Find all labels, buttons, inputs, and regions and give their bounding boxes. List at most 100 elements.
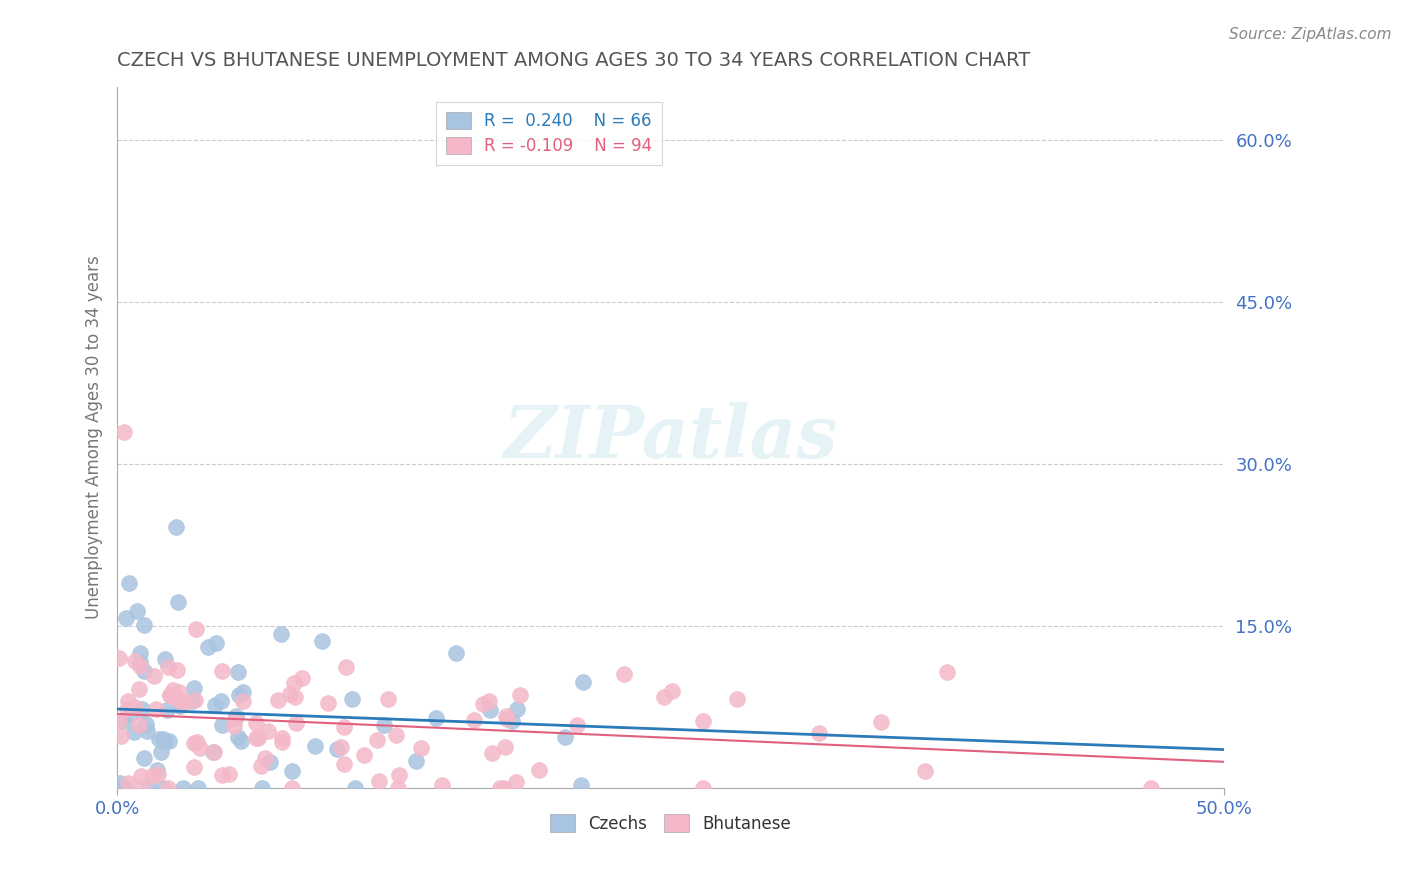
Point [304, 739, 326, 753]
Point [808, 726, 831, 740]
Point [567, 718, 589, 732]
Point [159, 734, 181, 748]
Point [225, 709, 247, 723]
Point [156, 660, 179, 674]
Point [146, 766, 169, 780]
Point [257, 723, 280, 738]
Point [373, 718, 395, 732]
Point [124, 700, 146, 714]
Point [128, 646, 150, 660]
Point [205, 636, 228, 650]
Point [330, 740, 353, 755]
Point [506, 702, 529, 716]
Point [202, 746, 225, 760]
Point [226, 730, 249, 744]
Point [174, 695, 197, 709]
Point [405, 754, 427, 768]
Point [613, 667, 636, 681]
Point [124, 654, 146, 668]
Point [284, 690, 307, 704]
Point [183, 736, 205, 750]
Point [936, 665, 959, 679]
Point [131, 769, 153, 783]
Point [131, 780, 153, 795]
Point [132, 618, 155, 632]
Point [245, 731, 267, 745]
Point [914, 764, 936, 778]
Point [134, 751, 156, 765]
Point [254, 751, 277, 765]
Point [224, 712, 246, 726]
Point [148, 731, 170, 746]
Point [143, 669, 166, 683]
Point [211, 768, 233, 782]
Point [250, 780, 273, 795]
Point [111, 780, 134, 795]
Point [135, 717, 157, 731]
Point [115, 611, 138, 625]
Point [283, 676, 305, 690]
Point [152, 780, 174, 795]
Point [117, 694, 139, 708]
Point [231, 734, 253, 748]
Point [187, 780, 209, 795]
Point [166, 663, 188, 677]
Point [444, 646, 467, 660]
Point [228, 689, 250, 703]
Point [368, 773, 391, 788]
Point [128, 658, 150, 673]
Point [166, 691, 188, 706]
Point [343, 780, 366, 795]
Point [332, 720, 354, 734]
Point [478, 703, 501, 717]
Point [165, 520, 187, 534]
Point [340, 692, 363, 706]
Point [131, 702, 153, 716]
Point [112, 714, 135, 728]
Point [270, 627, 292, 641]
Point [281, 780, 304, 795]
Text: Source: ZipAtlas.com: Source: ZipAtlas.com [1229, 27, 1392, 42]
Legend: Czechs, Bhutanese: Czechs, Bhutanese [540, 805, 801, 843]
Point [183, 681, 205, 695]
Point [135, 724, 157, 739]
Point [385, 728, 408, 742]
Point [157, 780, 180, 795]
Text: ZIPatlas: ZIPatlas [503, 401, 838, 473]
Point [124, 725, 146, 739]
Point [204, 698, 226, 713]
Point [509, 688, 531, 702]
Point [281, 764, 304, 778]
Point [489, 780, 512, 795]
Point [114, 780, 136, 795]
Point [209, 694, 232, 708]
Point [108, 776, 131, 790]
Point [232, 685, 254, 699]
Point [211, 718, 233, 732]
Point [463, 713, 485, 727]
Point [159, 689, 181, 703]
Point [150, 745, 173, 759]
Point [184, 622, 207, 636]
Point [291, 671, 314, 685]
Point [505, 774, 527, 789]
Point [155, 651, 177, 665]
Point [569, 778, 592, 792]
Point [377, 692, 399, 706]
Point [115, 702, 138, 716]
Point [118, 576, 141, 591]
Point [353, 748, 375, 763]
Point [285, 716, 308, 731]
Point [335, 660, 357, 674]
Point [246, 731, 269, 745]
Point [172, 780, 194, 795]
Point [186, 735, 208, 749]
Point [138, 780, 160, 795]
Point [271, 731, 294, 745]
Point [141, 769, 163, 783]
Point [188, 741, 211, 756]
Point [333, 756, 356, 771]
Point [481, 746, 503, 760]
Point [232, 694, 254, 708]
Point [494, 739, 516, 754]
